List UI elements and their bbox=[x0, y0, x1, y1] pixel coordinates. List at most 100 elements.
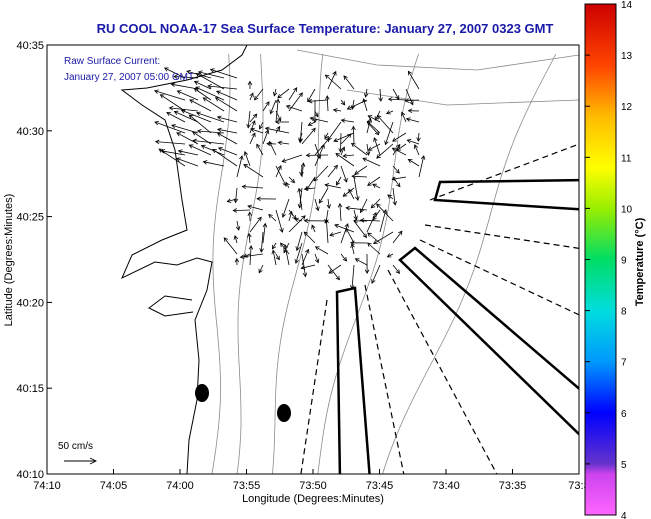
current-vector-head bbox=[362, 98, 367, 103]
current-vector-head bbox=[401, 111, 406, 117]
current-vector bbox=[164, 67, 186, 79]
current-vector bbox=[366, 143, 369, 156]
current-vector-head bbox=[314, 112, 319, 118]
current-vector bbox=[392, 176, 407, 180]
y-tick-label: 40:10 bbox=[16, 469, 44, 481]
current-vector-head bbox=[405, 117, 411, 122]
current-vector bbox=[275, 165, 287, 186]
current-vector-head bbox=[239, 254, 245, 259]
current-vector bbox=[288, 87, 298, 101]
coverage-boundary bbox=[300, 299, 328, 474]
current-vector bbox=[353, 126, 355, 145]
current-vector bbox=[161, 150, 186, 156]
current-vector bbox=[301, 253, 306, 277]
current-vector-head bbox=[409, 100, 414, 106]
current-vector-head bbox=[335, 275, 340, 281]
current-vector-head bbox=[318, 198, 323, 204]
current-vector-head bbox=[216, 132, 222, 137]
current-vector-head bbox=[257, 216, 262, 222]
current-vector bbox=[247, 110, 251, 128]
current-vector-head bbox=[250, 127, 255, 133]
current-vector-head bbox=[300, 265, 306, 270]
current-vector bbox=[250, 128, 264, 134]
current-vector-head bbox=[387, 194, 392, 199]
y-tick-label: 40:25 bbox=[16, 212, 44, 224]
current-vector-head bbox=[176, 90, 182, 95]
current-vector bbox=[326, 219, 329, 244]
current-vector-head bbox=[298, 137, 303, 143]
current-vector bbox=[373, 231, 394, 244]
current-vector bbox=[275, 253, 280, 260]
current-vector-head bbox=[171, 124, 176, 129]
current-vector bbox=[240, 253, 264, 258]
current-vector bbox=[340, 165, 348, 183]
current-vector-head bbox=[359, 218, 365, 223]
coastline bbox=[120, 45, 248, 474]
current-vector-head bbox=[333, 137, 339, 143]
y-tick-label: 40:15 bbox=[16, 383, 44, 395]
current-vector-head bbox=[320, 143, 325, 149]
current-vector-head bbox=[193, 80, 199, 85]
current-vector-head bbox=[376, 203, 381, 209]
current-vector bbox=[392, 147, 407, 156]
current-vector bbox=[392, 264, 400, 274]
current-vector bbox=[365, 88, 368, 97]
current-vector-head bbox=[288, 210, 293, 216]
current-vector-head bbox=[407, 108, 413, 114]
x-tick-label: 73:3 bbox=[568, 480, 589, 492]
current-vector-head bbox=[373, 137, 378, 142]
y-tick-label: 40:35 bbox=[16, 40, 44, 52]
current-vector bbox=[388, 98, 407, 101]
current-vector-head bbox=[316, 154, 322, 160]
current-vector bbox=[418, 155, 425, 178]
current-vector bbox=[340, 99, 346, 106]
current-vector bbox=[288, 176, 295, 183]
current-vector bbox=[218, 147, 238, 156]
current-vector bbox=[360, 219, 381, 222]
current-vector-head bbox=[301, 215, 306, 220]
current-vector bbox=[313, 165, 329, 182]
current-vector-head bbox=[239, 155, 244, 160]
current-vector bbox=[203, 161, 225, 167]
current-vector-head bbox=[170, 82, 176, 88]
current-vector-head bbox=[216, 127, 222, 133]
current-vector bbox=[236, 220, 240, 231]
current-vector-head bbox=[189, 99, 194, 104]
current-vector bbox=[386, 110, 394, 114]
current-vector-head bbox=[197, 70, 203, 75]
current-vector-head bbox=[251, 132, 256, 138]
current-vector-head bbox=[333, 164, 338, 170]
current-vector-head bbox=[309, 116, 315, 121]
x-tick-label: 74:10 bbox=[33, 480, 61, 492]
current-vector-head bbox=[271, 249, 277, 255]
current-vector bbox=[265, 127, 290, 134]
current-vector bbox=[315, 246, 329, 255]
current-vector bbox=[282, 198, 290, 218]
radar-site-marker bbox=[277, 404, 291, 422]
current-vector-head bbox=[268, 140, 273, 146]
current-vector bbox=[376, 203, 394, 222]
region-box bbox=[335, 286, 371, 474]
current-vector bbox=[362, 157, 381, 167]
colorbar-tick-label: 5 bbox=[621, 460, 627, 471]
current-vector bbox=[195, 86, 225, 101]
current-vector-head bbox=[354, 170, 359, 175]
current-vector-head bbox=[332, 108, 338, 113]
current-vector-head bbox=[195, 73, 201, 78]
y-tick-label: 40:20 bbox=[16, 297, 44, 309]
current-vector-head bbox=[159, 94, 165, 99]
current-vector-head bbox=[313, 176, 318, 182]
current-vector bbox=[327, 264, 340, 280]
current-vector bbox=[247, 205, 264, 211]
current-vector bbox=[301, 163, 304, 178]
current-vector-head bbox=[374, 130, 380, 136]
current-vector-head bbox=[275, 255, 280, 261]
current-vector bbox=[351, 244, 355, 255]
current-vector bbox=[258, 264, 264, 273]
current-vector bbox=[368, 115, 381, 123]
current-vector-head bbox=[173, 74, 178, 79]
current-vector-head bbox=[325, 95, 330, 100]
current-vector-head bbox=[391, 137, 397, 142]
current-vector bbox=[298, 188, 303, 211]
current-vector bbox=[314, 253, 319, 263]
